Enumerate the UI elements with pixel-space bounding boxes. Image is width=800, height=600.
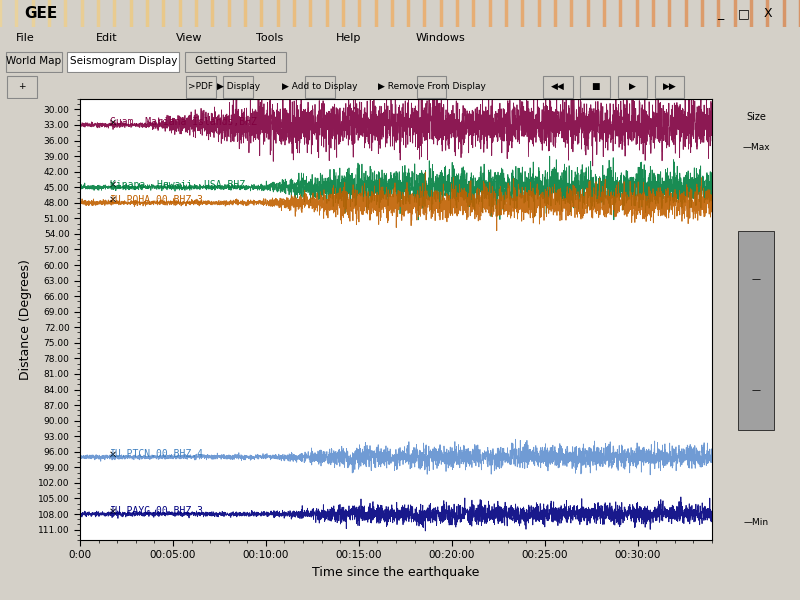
Text: Windows: Windows — [416, 34, 466, 43]
Text: ▶: ▶ — [629, 82, 636, 91]
FancyBboxPatch shape — [618, 76, 647, 98]
Text: Seismogram Display: Seismogram Display — [70, 56, 177, 67]
Y-axis label: Distance (Degrees): Distance (Degrees) — [19, 259, 33, 380]
Text: IU.POHA.00.BHZ.3: IU.POHA.00.BHZ.3 — [110, 195, 204, 205]
Text: ✕: ✕ — [109, 195, 117, 205]
Text: ✕: ✕ — [109, 449, 117, 460]
FancyBboxPatch shape — [67, 52, 179, 72]
FancyBboxPatch shape — [7, 76, 38, 98]
Text: ✕: ✕ — [109, 118, 117, 127]
Text: Guam, Mariana Islands,BHZ: Guam, Mariana Islands,BHZ — [110, 118, 258, 127]
X-axis label: Time since the earthquake: Time since the earthquake — [312, 566, 480, 579]
FancyBboxPatch shape — [185, 52, 286, 72]
Text: □: □ — [738, 7, 750, 20]
Bar — [738, 231, 774, 430]
FancyBboxPatch shape — [417, 76, 446, 98]
Text: +: + — [18, 82, 26, 91]
Text: Edit: Edit — [96, 34, 118, 43]
Text: IU.PTCN.00.BHZ.4: IU.PTCN.00.BHZ.4 — [110, 449, 204, 460]
Text: ▶ Remove From Display: ▶ Remove From Display — [378, 82, 486, 91]
Text: ▶ Display: ▶ Display — [217, 82, 260, 91]
Text: >PDF: >PDF — [188, 82, 214, 91]
Text: ✕: ✕ — [109, 179, 117, 190]
Text: Size: Size — [746, 112, 766, 122]
Text: _: _ — [717, 7, 723, 20]
FancyBboxPatch shape — [654, 76, 685, 98]
Text: Tools: Tools — [256, 34, 283, 43]
Text: ✕: ✕ — [109, 506, 117, 517]
FancyBboxPatch shape — [186, 76, 216, 98]
Text: File: File — [16, 34, 34, 43]
FancyBboxPatch shape — [543, 76, 573, 98]
Text: Help: Help — [336, 34, 362, 43]
Text: GEE: GEE — [24, 6, 58, 21]
Text: X: X — [764, 7, 772, 20]
Text: Kipapa, Hawaii, USA BHZ: Kipapa, Hawaii, USA BHZ — [110, 179, 246, 190]
FancyBboxPatch shape — [580, 76, 610, 98]
Text: ■: ■ — [591, 82, 599, 91]
Text: —: — — [751, 386, 761, 395]
Text: ▶▶: ▶▶ — [662, 82, 677, 91]
Text: View: View — [176, 34, 202, 43]
Text: World Map: World Map — [6, 56, 61, 67]
FancyBboxPatch shape — [305, 76, 334, 98]
Text: —Max: —Max — [742, 143, 770, 152]
Text: Getting Started: Getting Started — [194, 56, 276, 67]
Text: IU.PAYG.00.BHZ.3: IU.PAYG.00.BHZ.3 — [110, 506, 204, 517]
FancyBboxPatch shape — [6, 52, 62, 72]
Text: —: — — [751, 275, 761, 284]
Text: —Min: —Min — [743, 518, 769, 527]
FancyBboxPatch shape — [223, 76, 253, 98]
Text: ◀◀: ◀◀ — [551, 82, 565, 91]
Text: ▶ Add to Display: ▶ Add to Display — [282, 82, 358, 91]
